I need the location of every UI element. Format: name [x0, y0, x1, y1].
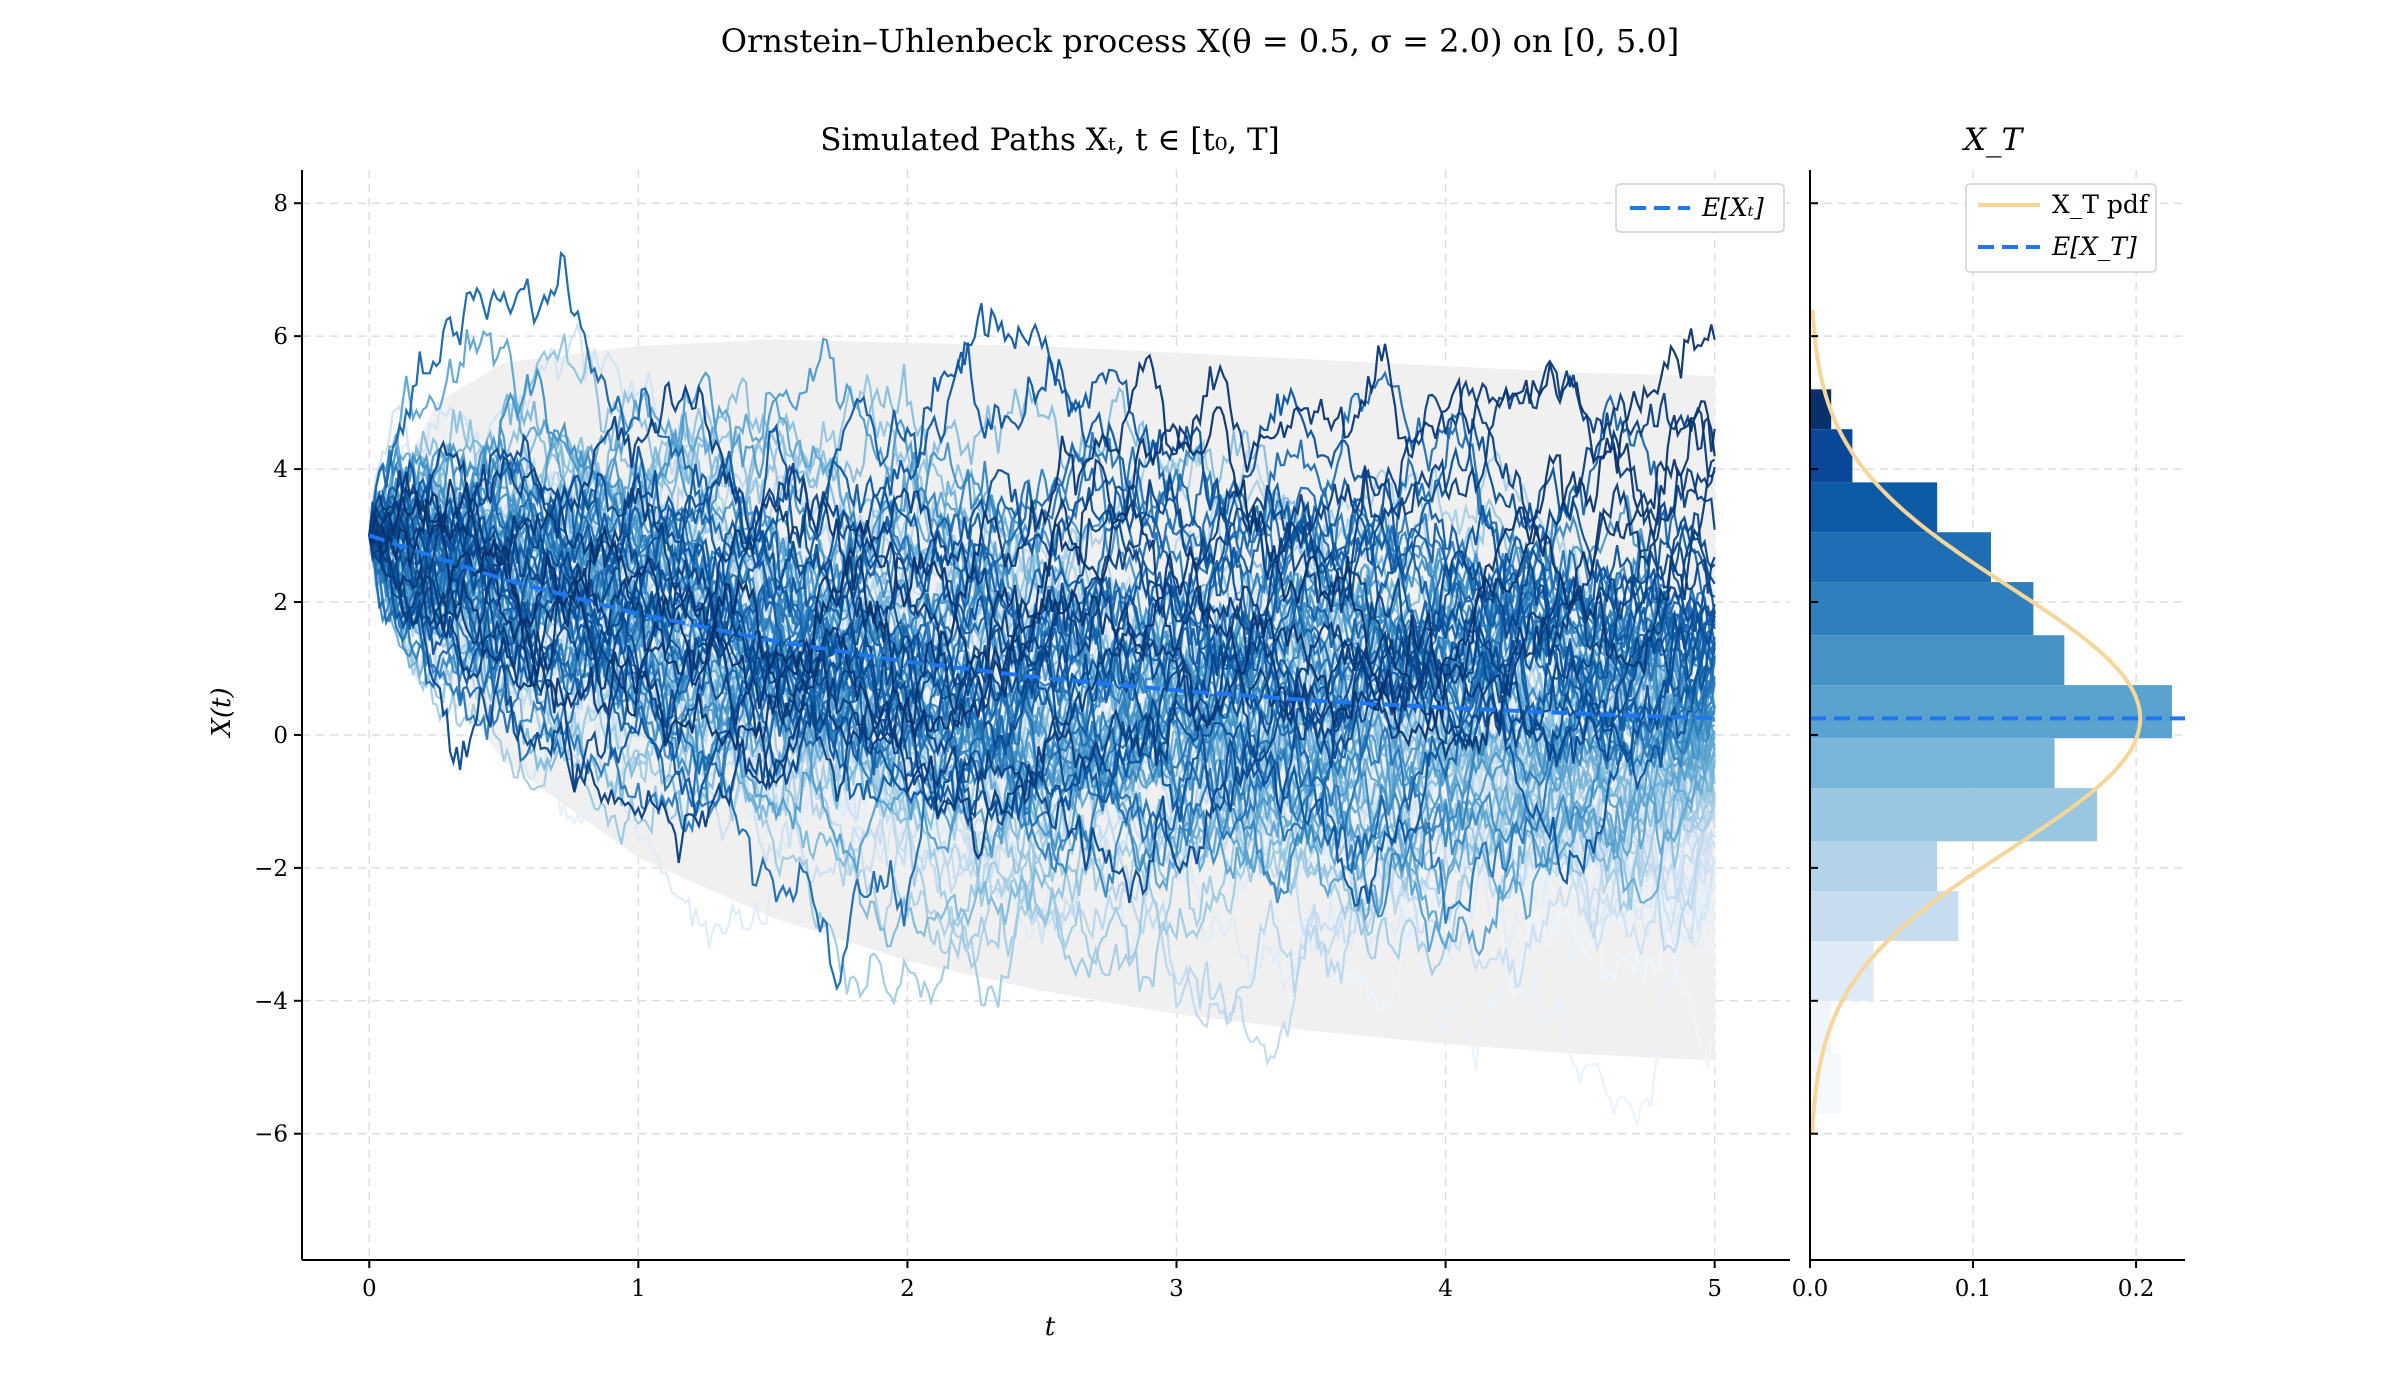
simulated-path	[368, 458, 1716, 762]
histogram-bar	[1810, 582, 2034, 636]
paths-x-tick-label: 0	[362, 1276, 377, 1302]
simulated-path	[368, 423, 1716, 765]
histogram-bar	[1810, 738, 2055, 789]
histogram-bar	[1810, 1000, 1832, 1054]
simulated-path	[369, 450, 1716, 808]
paths-y-ticks: −6 −4 −2 0 2 4 6 8	[254, 191, 302, 1148]
simulated-path	[368, 250, 1716, 697]
terminal-legend-pdf-label: X_T pdf	[2052, 190, 2150, 219]
terminal-legend: X_T pdf E[X_T]	[1965, 183, 2157, 273]
paths-y-tick-label: 0	[273, 723, 288, 749]
simulated-path	[369, 302, 1716, 731]
histogram-bars	[1810, 389, 2172, 1114]
histogram-bar	[1810, 635, 2065, 686]
histogram-bar	[1810, 389, 1832, 430]
paths-axes	[301, 170, 1790, 1261]
simulated-path	[368, 400, 1716, 751]
simulated-path	[368, 343, 1716, 748]
histogram-bar	[1810, 685, 2172, 739]
paths-panel: Simulated Paths Xₜ, t ∈ [t₀, T] 0 1 2 3 4 5 −…	[207, 122, 1790, 1342]
pdf-curve	[1810, 309, 2143, 1134]
terminal-distribution-panel: X_T 0.0 0.1 0.2 X_T pdf E[X_T]	[1792, 122, 2185, 1302]
paths-x-tick-label: 3	[1169, 1276, 1184, 1302]
terminal-y-ticks	[1810, 202, 1818, 1135]
simulated-path	[368, 432, 1716, 816]
simulated-path	[369, 534, 1716, 927]
terminal-panel-title: X_T	[1962, 122, 2025, 158]
terminal-x-ticks: 0.0 0.1 0.2	[1792, 1260, 2155, 1302]
simulated-path	[368, 525, 1716, 1008]
paths-legend-box	[1615, 183, 1785, 233]
simulated-path	[368, 474, 1716, 924]
paths-x-tick-label: 4	[1438, 1276, 1453, 1302]
simulated-path	[368, 359, 1716, 864]
simulated-path	[368, 509, 1716, 785]
paths-y-axis-label: X(t)	[207, 687, 237, 738]
paths-y-tick-label: −6	[254, 1122, 288, 1148]
paths-panel-title: Simulated Paths Xₜ, t ∈ [t₀, T]	[820, 122, 1280, 158]
paths-y-tick-label: 8	[273, 191, 288, 217]
simulated-path	[368, 333, 1716, 869]
paths-y-tick-label: −4	[254, 989, 288, 1015]
simulated-path	[368, 379, 1716, 666]
paths-x-tick-label: 5	[1707, 1276, 1722, 1302]
paths-x-ticks: 0 1 2 3 4 5	[362, 1260, 1722, 1302]
paths-legend: E[Xₜ]	[1615, 183, 1785, 233]
simulated-path	[368, 324, 1716, 748]
mean-line	[368, 533, 1715, 721]
paths-x-tick-label: 1	[631, 1276, 646, 1302]
terminal-x-tick-label: 0.2	[2118, 1276, 2155, 1302]
paths-y-tick-label: −2	[254, 856, 288, 882]
histogram-bar	[1810, 788, 2097, 842]
histogram-bar	[1810, 841, 1938, 892]
simulated-path	[368, 386, 1716, 692]
histogram-bar	[1810, 482, 1938, 533]
paths-y-tick-label: 2	[273, 590, 288, 616]
terminal-x-tick-label: 0.1	[1955, 1276, 1992, 1302]
paths-y-tick-label: 6	[273, 324, 288, 350]
simulated-path	[368, 337, 1716, 831]
paths-x-axis-label: t	[1045, 1312, 1056, 1342]
terminal-legend-mean-label: E[X_T]	[2051, 232, 2137, 261]
figure-suptitle: Ornstein–Uhlenbeck process X(θ = 0.5, σ …	[721, 22, 1679, 60]
paths-x-tick-label: 2	[900, 1276, 915, 1302]
histogram-bar	[1810, 532, 1991, 583]
simulated-paths	[368, 250, 1716, 1127]
histogram-bar	[1810, 429, 1853, 483]
paths-y-tick-label: 4	[273, 457, 288, 483]
histogram-bar	[1810, 940, 1874, 1001]
terminal-x-tick-label: 0.0	[1792, 1276, 1829, 1302]
paths-legend-mean-label: E[Xₜ]	[1701, 193, 1764, 222]
simulated-path	[368, 511, 1716, 904]
